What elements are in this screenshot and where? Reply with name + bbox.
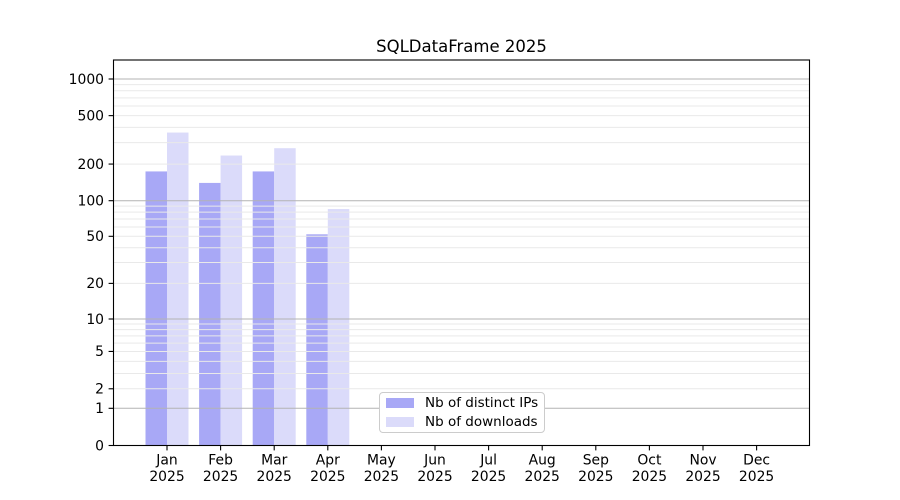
x-tick-label-month: Aug [529, 453, 556, 469]
y-tick-label: 10 [86, 312, 104, 328]
x-tick-label-month: Apr [316, 453, 340, 469]
y-tick-label: 100 [77, 194, 104, 210]
bar-distinct-ips-apr [306, 234, 328, 446]
x-tick-label-year: 2025 [632, 469, 667, 485]
bar-downloads-mar [274, 148, 296, 446]
y-tick-label: 50 [86, 229, 104, 245]
plot-border [112, 59, 811, 447]
y-tick-label: 500 [77, 108, 104, 124]
x-tick-label-year: 2025 [257, 469, 292, 485]
y-tick-label: 1 [95, 401, 104, 417]
y-tick-label: 2 [95, 382, 104, 398]
x-tick-label-year: 2025 [739, 469, 774, 485]
x-tick-label-year: 2025 [310, 469, 345, 485]
x-tick-label-month: May [367, 453, 396, 469]
x-tick-label-year: 2025 [471, 469, 506, 485]
y-tick-label: 1000 [69, 72, 104, 88]
y-tick-label: 5 [95, 344, 104, 360]
x-tick-label-month: Sep [583, 453, 609, 469]
legend-label-downloads: Nb of downloads [425, 413, 538, 430]
x-tick-label-year: 2025 [525, 469, 560, 485]
x-tick-label-year: 2025 [417, 469, 452, 485]
x-tick-label-month: Jan [155, 453, 177, 469]
x-tick-label-month: Dec [743, 453, 770, 469]
x-tick-label-year: 2025 [685, 469, 720, 485]
x-tick-label-year: 2025 [149, 469, 184, 485]
x-tick-label-month: Mar [261, 453, 287, 469]
x-tick-label-year: 2025 [203, 469, 238, 485]
legend: Nb of distinct IPs Nb of downloads [379, 392, 545, 433]
y-tick-label: 0 [95, 438, 104, 454]
x-tick-label-year: 2025 [578, 469, 613, 485]
bar-distinct-ips-feb [199, 182, 221, 446]
y-tick-label: 200 [77, 157, 104, 173]
x-tick-label-month: Nov [689, 453, 716, 469]
x-tick-label-month: Jun [423, 453, 446, 469]
bar-distinct-ips-jan [145, 171, 167, 446]
bar-downloads-feb [220, 155, 243, 446]
chart-title: SQLDataFrame 2025 [376, 37, 547, 56]
x-tick-label-month: Feb [208, 453, 233, 469]
legend-item-downloads: Nb of downloads [386, 414, 544, 431]
bar-distinct-ips-mar [252, 171, 275, 446]
legend-swatch-distinct-ips [386, 398, 414, 408]
y-tick-label: 20 [86, 276, 104, 292]
bar-downloads-apr [327, 209, 350, 446]
bar-downloads-jan [167, 132, 189, 446]
x-tick-label-year: 2025 [364, 469, 399, 485]
legend-item-distinct-ips: Nb of distinct IPs [386, 395, 544, 412]
x-tick-label-month: Oct [637, 453, 662, 469]
legend-label-distinct-ips: Nb of distinct IPs [425, 394, 539, 411]
x-tick-label-month: Jul [479, 453, 497, 469]
legend-swatch-downloads [386, 417, 414, 427]
